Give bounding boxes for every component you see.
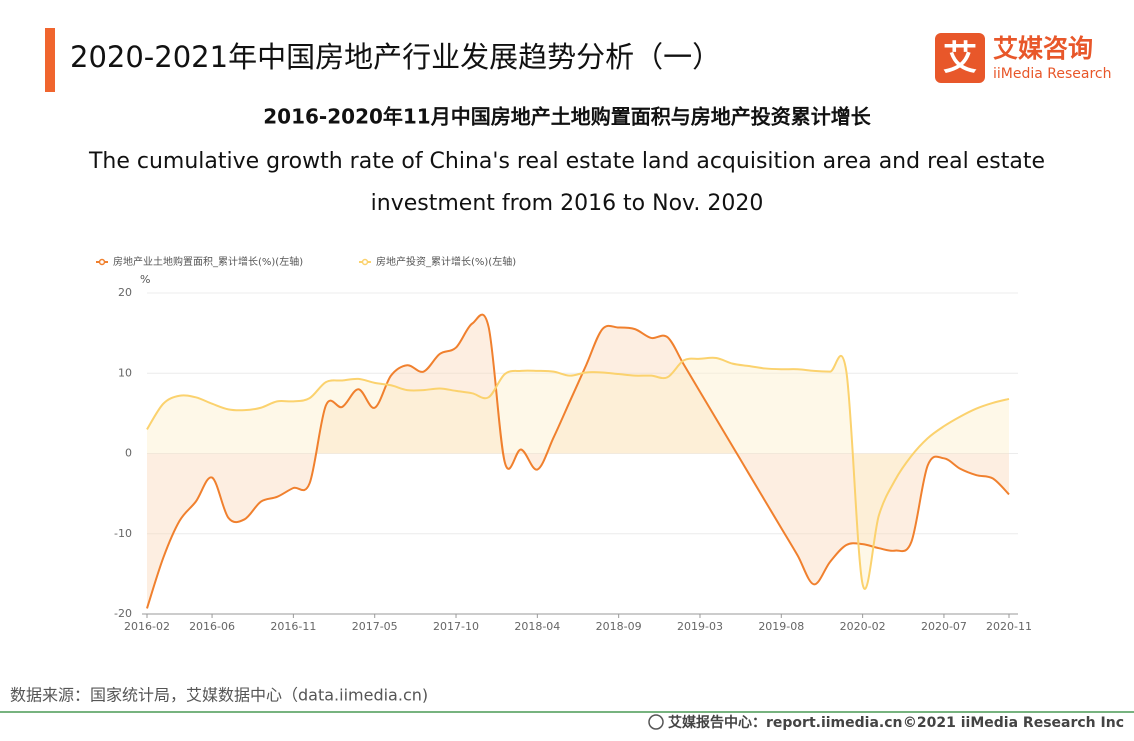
legend-label: 房地产投资_累计增长(%)(左轴) — [376, 255, 516, 268]
logo-en: iiMedia Research — [993, 66, 1112, 82]
x-tick-label: 2017-05 — [352, 620, 398, 633]
x-tick-label: 2020-07 — [921, 620, 967, 633]
series-line — [146, 313, 1010, 609]
legend-marker — [98, 258, 106, 266]
x-tick-label: 2016-11 — [270, 620, 316, 633]
y-tick-label: 10 — [118, 366, 132, 379]
chart-subtitle: The cumulative growth rate of China's re… — [88, 149, 1045, 174]
y-tick-label: -10 — [114, 527, 132, 540]
y-tick-label: -20 — [114, 607, 132, 620]
y-tick-label: 20 — [118, 286, 132, 299]
series-area — [147, 355, 1009, 589]
logo-icon — [935, 33, 985, 83]
x-tick-label: 2019-08 — [758, 620, 804, 633]
series-area — [147, 314, 1009, 609]
legend-label: 房地产业土地购置面积_累计增长(%)(左轴) — [113, 255, 303, 268]
x-tick-label: 2017-10 — [433, 620, 479, 633]
series-line — [146, 354, 1010, 590]
x-tick-label: 2016-06 — [189, 620, 235, 633]
source: 数据来源：国家统计局，艾媒数据中心（data.iimedia.cn) — [10, 686, 428, 705]
legend-marker — [361, 258, 369, 266]
x-tick-label: 2019-03 — [677, 620, 723, 633]
y-tick-label: 0 — [125, 447, 132, 460]
footer-copyright: ©2021 iiMedia Research Inc — [903, 715, 1124, 731]
y-axis-label: % — [140, 273, 150, 286]
x-tick-label: 2018-09 — [596, 620, 642, 633]
footer-report: 艾媒报告中心：report.iimedia.cn — [668, 714, 903, 731]
x-tick-label: 2020-11 — [986, 620, 1032, 633]
globe-icon — [648, 714, 664, 730]
x-tick-label: 2020-02 — [840, 620, 886, 633]
page-title: 2020-2021年中国房地产行业发展趋势分析（一） — [70, 40, 721, 74]
x-tick-label: 2016-02 — [124, 620, 170, 633]
plot: -20 -10 0 10 20 2016-02 2016-06 2016-11 2017-05 2… — [96, 255, 1032, 633]
title-bar — [45, 28, 55, 92]
logo-icon-text: 艾 — [943, 39, 977, 79]
chart-subtitle: investment from 2016 to Nov. 2020 — [371, 191, 764, 216]
logo-cn: 艾媒咨询 — [993, 34, 1093, 63]
x-tick-label: 2018-04 — [514, 620, 560, 633]
chart-title: 2016-2020年11月中国房地产土地购置面积与房地产投资累计增长 — [263, 105, 871, 129]
